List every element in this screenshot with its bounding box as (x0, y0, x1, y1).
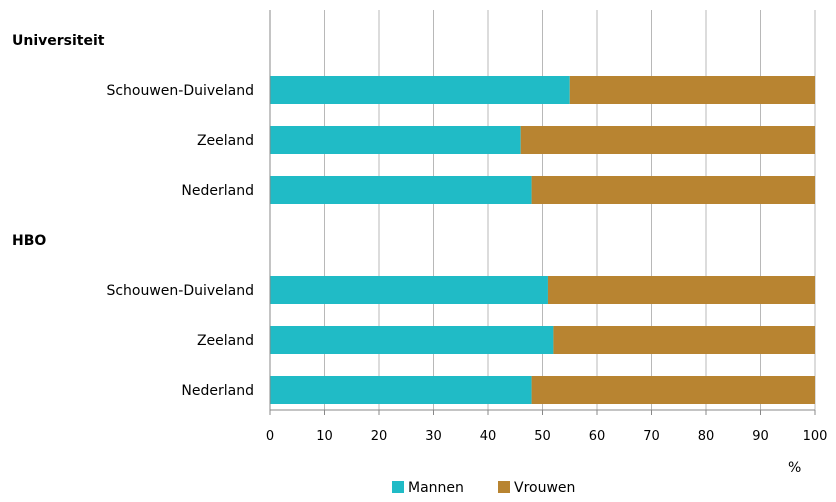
bar-segment-mannen (270, 326, 554, 354)
x-tick-label: 10 (316, 429, 333, 444)
category-label: Schouwen-Duiveland (106, 283, 254, 299)
bar-segment-vrouwen (569, 76, 815, 104)
x-tick-label: 40 (480, 429, 497, 444)
x-axis-unit: % (788, 460, 801, 476)
bar-segment-vrouwen (520, 126, 815, 154)
x-tick-label: 70 (643, 429, 660, 444)
category-label: Zeeland (197, 133, 254, 149)
x-tick-label: 30 (425, 429, 442, 444)
x-tick-label: 80 (698, 429, 715, 444)
x-tick-label: 100 (803, 429, 828, 444)
legend-swatch (392, 481, 404, 493)
bar-segment-vrouwen (553, 326, 815, 354)
legend-swatch (498, 481, 510, 493)
category-label: Nederland (181, 383, 254, 399)
legend-label: Vrouwen (514, 480, 575, 496)
bar-segment-mannen (270, 126, 521, 154)
category-label: Nederland (181, 183, 254, 199)
group-label: HBO (12, 233, 46, 249)
bar-segment-vrouwen (531, 376, 815, 404)
x-tick-label: 60 (589, 429, 606, 444)
x-tick-label: 20 (371, 429, 388, 444)
group-label: Universiteit (12, 33, 105, 49)
bar-segment-mannen (270, 76, 570, 104)
legend: Mannen Vrouwen (392, 480, 575, 496)
category-label: Schouwen-Duiveland (106, 83, 254, 99)
x-tick-label: 90 (752, 429, 769, 444)
labels: Universiteit Schouwen-Duiveland Zeeland Ned… (12, 33, 254, 399)
legend-label: Mannen (408, 480, 464, 496)
bar-segment-mannen (270, 176, 532, 204)
x-tick-label: 50 (534, 429, 551, 444)
bar-segment-vrouwen (547, 276, 815, 304)
bars (270, 76, 815, 404)
x-tick-label: 0 (266, 429, 274, 444)
x-axis: 0 10 20 30 40 50 60 70 80 90 100 (266, 10, 828, 444)
category-label: Zeeland (197, 333, 254, 349)
bar-segment-mannen (270, 376, 532, 404)
bar-segment-mannen (270, 276, 548, 304)
bar-segment-vrouwen (531, 176, 815, 204)
